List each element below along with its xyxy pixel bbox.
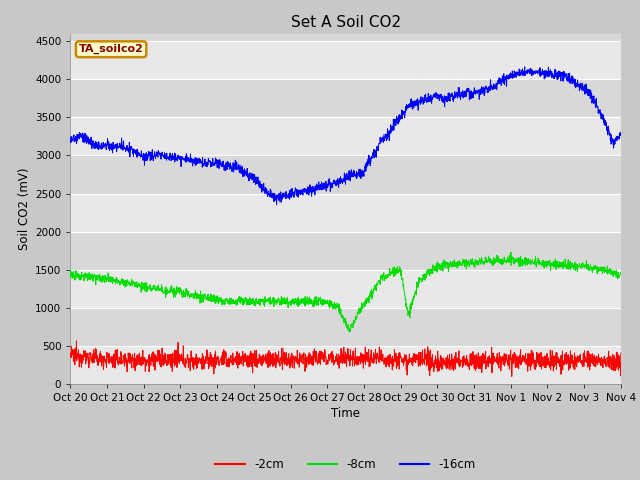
Bar xyxy=(70,346,621,384)
Bar xyxy=(70,270,621,308)
Legend: -2cm, -8cm, -16cm: -2cm, -8cm, -16cm xyxy=(211,454,481,476)
Bar xyxy=(70,193,621,232)
Bar xyxy=(70,118,621,156)
X-axis label: Time: Time xyxy=(331,407,360,420)
Y-axis label: Soil CO2 (mV): Soil CO2 (mV) xyxy=(18,168,31,250)
Bar xyxy=(70,41,621,79)
Text: TA_soilco2: TA_soilco2 xyxy=(79,44,143,54)
Title: Set A Soil CO2: Set A Soil CO2 xyxy=(291,15,401,30)
